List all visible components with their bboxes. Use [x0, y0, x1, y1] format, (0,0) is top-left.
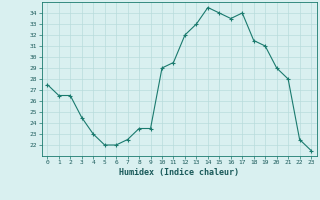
X-axis label: Humidex (Indice chaleur): Humidex (Indice chaleur)	[119, 168, 239, 177]
